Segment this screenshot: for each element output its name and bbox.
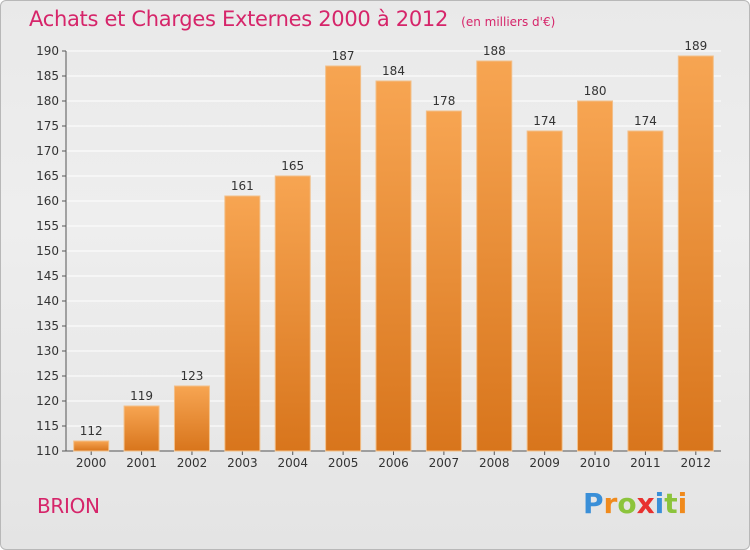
x-tick-label: 2011 [630, 456, 661, 470]
y-tick-label: 155 [36, 219, 59, 233]
logo-letter: x [636, 487, 655, 520]
logo-letter: t [664, 487, 678, 520]
y-tick-label: 140 [36, 294, 59, 308]
logo-letter: i [654, 487, 665, 520]
data-label: 112 [80, 424, 103, 438]
x-tick-label: 2004 [277, 456, 308, 470]
y-tick-label: 110 [36, 444, 59, 458]
x-tick-label: 2001 [126, 456, 157, 470]
data-label: 189 [684, 39, 707, 53]
bar [627, 130, 664, 452]
data-label: 178 [432, 94, 455, 108]
data-label: 161 [231, 179, 254, 193]
x-tick-label: 2012 [681, 456, 712, 470]
y-tick-label: 165 [36, 169, 59, 183]
x-tick-label: 2008 [479, 456, 510, 470]
bar [173, 385, 210, 452]
logo-letter: o [617, 487, 637, 520]
y-tick-label: 130 [36, 344, 59, 358]
logo-letter: i [677, 487, 688, 520]
x-tick-label: 2006 [378, 456, 409, 470]
proxiti-logo[interactable]: Proxiti [583, 487, 687, 520]
y-tick-label: 185 [36, 69, 59, 83]
chart-title-block: Achats et Charges Externes 2000 à 2012 (… [29, 7, 555, 31]
logo-letter: r [603, 487, 618, 520]
bar [274, 175, 311, 452]
bar [577, 100, 614, 452]
y-tick-label: 135 [36, 319, 59, 333]
data-label: 187 [332, 49, 355, 63]
x-tick-label: 2005 [328, 456, 359, 470]
bar [526, 130, 563, 452]
y-tick-label: 160 [36, 194, 59, 208]
x-tick-label: 2002 [177, 456, 208, 470]
y-tick-label: 175 [36, 119, 59, 133]
bar [425, 110, 462, 452]
bar [224, 195, 261, 452]
y-tick-label: 180 [36, 94, 59, 108]
data-label: 174 [533, 114, 556, 128]
data-label: 188 [483, 44, 506, 58]
logo-letter: P [583, 487, 604, 520]
x-axis-ticks: 2000 2001 2002 2003 2004 2005 2006 2007 2008 2009… [76, 456, 711, 470]
x-tick-label: 2009 [529, 456, 560, 470]
bar [123, 405, 160, 452]
y-tick-label: 145 [36, 269, 59, 283]
data-label: 180 [584, 84, 607, 98]
x-tick-label: 2007 [429, 456, 460, 470]
bars [73, 55, 714, 452]
y-tick-label: 150 [36, 244, 59, 258]
data-label: 119 [130, 389, 153, 403]
x-tick-label: 2003 [227, 456, 258, 470]
x-tick-label: 2000 [76, 456, 107, 470]
chart-subtitle: (en milliers d'€) [461, 15, 556, 29]
bar [325, 65, 362, 452]
bar [476, 60, 513, 452]
bar [677, 55, 714, 452]
data-label: 165 [281, 159, 304, 173]
bar [73, 440, 110, 452]
chart-title: Achats et Charges Externes 2000 à 2012 [29, 7, 449, 31]
y-tick-label: 190 [36, 44, 59, 58]
data-label: 123 [181, 369, 204, 383]
y-tick-label: 115 [36, 419, 59, 433]
data-label: 184 [382, 64, 405, 78]
commune-name: BRION [37, 494, 100, 518]
data-label: 174 [634, 114, 657, 128]
y-tick-label: 125 [36, 369, 59, 383]
bar [375, 80, 412, 452]
value-labels: 112 119 123 161 165 187 184 178 188 174 180 174 189 [80, 39, 708, 438]
y-tick-label: 170 [36, 144, 59, 158]
x-tick-label: 2010 [580, 456, 611, 470]
y-tick-label: 120 [36, 394, 59, 408]
y-axis-ticks: 110 115 120 125 130 135 140 145 150 155 160 165 170 1… [36, 44, 59, 458]
